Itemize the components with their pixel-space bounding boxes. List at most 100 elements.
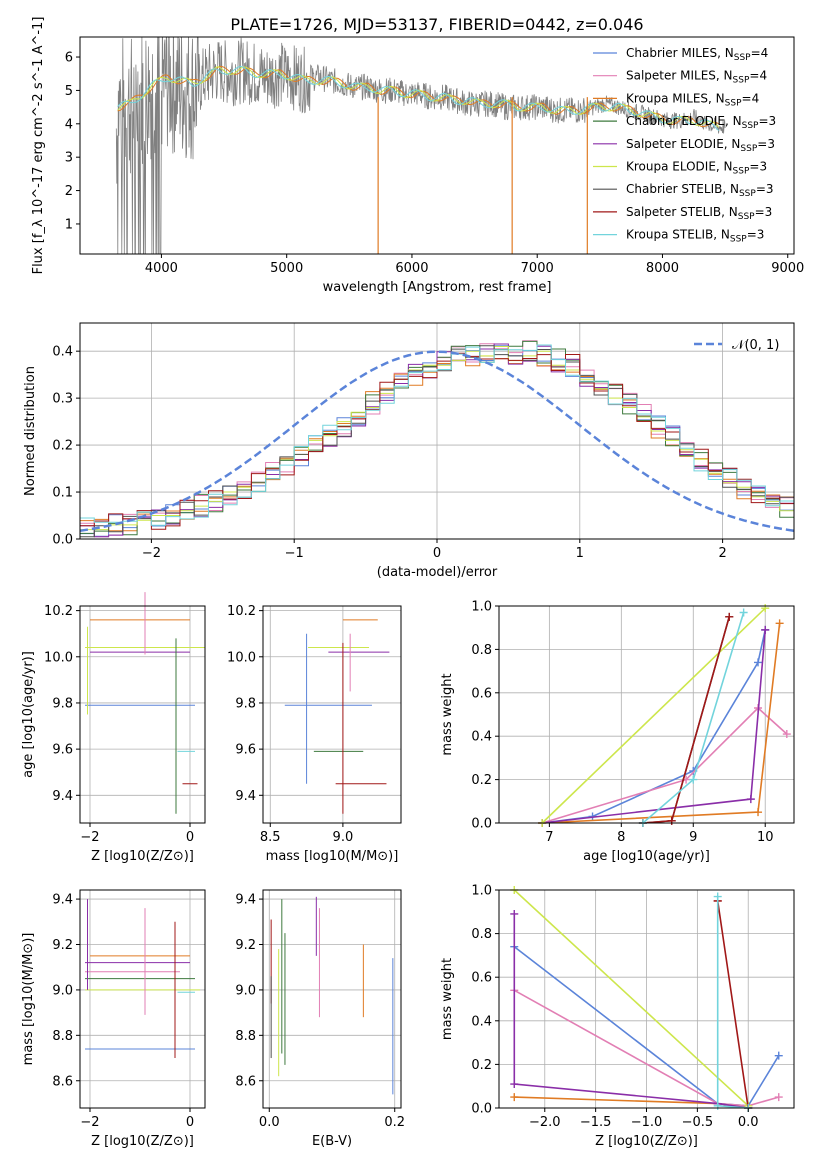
- massweight-marker: [739, 608, 748, 617]
- y-tick-label: 3: [65, 151, 73, 166]
- massweight-marker: [782, 730, 791, 739]
- x-tick-label: −2: [142, 546, 161, 561]
- x-tick-label: 9.0: [333, 830, 354, 845]
- massweight-series: [510, 886, 783, 1112]
- y-axis-label: mass [log10(M/M⊙)]: [21, 933, 36, 1066]
- massweight-line: [716, 900, 749, 1109]
- axes-frame: [262, 605, 402, 824]
- axes-age_vs_mass: [263, 606, 401, 823]
- y-tick-label: 0.2: [471, 1058, 492, 1073]
- x-tick-label: 4000: [145, 261, 178, 276]
- x-tick-label: 5000: [270, 261, 303, 276]
- model-spectrum-line: [117, 65, 720, 128]
- y-tick-label: 0.8: [471, 927, 492, 942]
- legend-count: =3: [755, 205, 773, 219]
- histogram-step: [79, 352, 794, 539]
- x-axis-label: Z [log10(Z/Z⊙)]: [91, 849, 194, 864]
- y-tick-label: 9.4: [52, 789, 73, 804]
- x-tick-label: 0: [186, 830, 194, 845]
- histogram-step: [79, 344, 794, 539]
- massweight-marker: [510, 1093, 519, 1102]
- y-axis-label: Flux [f_λ 10^-17 erg cm^-2 s^-1 A^-1]: [31, 17, 46, 275]
- legend-subscript: SSP: [734, 53, 751, 63]
- legend-count: =4: [742, 91, 760, 105]
- x-tick-label: −2.0: [529, 1115, 561, 1130]
- y-tick-label: 9.4: [52, 893, 73, 908]
- x-tick-label: 6000: [395, 261, 428, 276]
- frame-residuals: −2 −1 0 1 2 0.0 0.1 0.2 0.3 0.4 (data-model)/error…: [23, 322, 795, 580]
- y-tick-label: 0.2: [471, 773, 492, 788]
- legend-label: 𝒩(0, 1): [732, 338, 779, 353]
- massweight-series: [538, 604, 791, 827]
- legend-count: =3: [749, 160, 767, 174]
- legend-count: =3: [756, 182, 774, 196]
- massweight-marker: [754, 808, 763, 817]
- x-tick-label: −1.0: [631, 1115, 663, 1130]
- plot-area: [80, 890, 205, 1108]
- legend-label: Salpeter MILES, NSSP=4: [626, 69, 767, 86]
- legend-label: Chabrier MILES, NSSP=4: [626, 46, 768, 63]
- legend-label: Salpeter STELIB, NSSP=3: [626, 205, 772, 222]
- y-tick-label: 4: [65, 117, 73, 132]
- y-tick-label: 0.4: [471, 730, 492, 745]
- y-tick-label: 9.2: [52, 938, 73, 953]
- y-tick-label: 9.4: [235, 893, 256, 908]
- axes-mass_vs_ebv: [263, 890, 401, 1108]
- x-tick-label: 7: [545, 830, 553, 845]
- axes-frame: [79, 36, 795, 255]
- y-tick-label: 8.6: [235, 1074, 256, 1089]
- axes-frame: [498, 605, 795, 824]
- x-tick-label: 8000: [646, 261, 679, 276]
- y-tick-label: 0.0: [471, 817, 492, 832]
- axes-frame: [79, 889, 206, 1109]
- y-tick-label: 2: [65, 184, 73, 199]
- model-spectrum-line: [117, 65, 720, 131]
- x-tick-label: 1: [576, 546, 584, 561]
- legend-subscript: SSP: [733, 167, 750, 177]
- x-tick-label: −1: [285, 546, 304, 561]
- legend-subscript: SSP: [738, 212, 755, 222]
- massweight-line: [513, 914, 749, 1109]
- x-tick-label: 10: [757, 830, 774, 845]
- x-tick-label: −0.5: [682, 1115, 714, 1130]
- plot-area: [80, 606, 205, 823]
- x-tick-label: 0: [433, 546, 441, 561]
- frame-mass_vs_Z: −2 0 8.6 8.8 9.0 9.2 9.4 Z [log10(Z/Z⊙)] mass [l…: [21, 889, 206, 1149]
- massweight-marker: [725, 612, 734, 621]
- y-axis-label: mass weight: [440, 958, 455, 1040]
- x-tick-label: −2: [80, 830, 99, 845]
- errorbar-series: [270, 896, 394, 1095]
- y-tick-label: 9.8: [52, 696, 73, 711]
- frame-massweight_vs_Z: −2.0 −1.5 −1.0 −0.5 0.0 0.0 0.2 0.4 0.6 0.8 1.0 Z […: [440, 884, 795, 1149]
- legend-subscript: SSP: [730, 235, 747, 245]
- normal-curve: [79, 350, 795, 533]
- massweight-line: [541, 706, 788, 824]
- axes-age_vs_Z: [80, 606, 205, 823]
- x-tick-label: 2: [718, 546, 726, 561]
- x-tick-label: 8: [617, 830, 625, 845]
- massweight-marker: [774, 1093, 783, 1102]
- x-tick-label: 9: [689, 830, 697, 845]
- y-tick-label: 1.0: [471, 600, 492, 615]
- x-axis-label: (data-model)/error: [377, 565, 498, 580]
- y-tick-label: 9.4: [235, 789, 256, 804]
- legend-count: =3: [747, 228, 765, 242]
- x-axis-label: E(B-V): [312, 1134, 352, 1149]
- massweight-line: [541, 607, 766, 824]
- y-tick-label: 1.0: [471, 884, 492, 899]
- massweight-marker: [761, 625, 770, 634]
- y-tick-label: 0.4: [471, 1014, 492, 1029]
- plot-area: [263, 606, 401, 823]
- frame-age_vs_Z: −2 0 9.4 9.6 9.8 10.0 10.2 Z [log10(Z/Z⊙)] age […: [21, 604, 206, 864]
- massweight-marker: [774, 1051, 783, 1060]
- y-tick-label: 8.6: [52, 1074, 73, 1089]
- frame-age_vs_mass: 8.5 9.0 9.4 9.6 9.8 10.0 10.2 mass [log10(M/M⊙)…: [227, 604, 402, 864]
- errorbar-series: [85, 899, 200, 1059]
- massweight-marker: [689, 775, 698, 784]
- axes-massweight_vs_age: [499, 605, 794, 824]
- legend-label: Kroupa STELIB, NSSP=3: [626, 228, 764, 245]
- legend-subscript: SSP: [740, 144, 757, 154]
- legend-label: Chabrier ELODIE, NSSP=3: [626, 114, 776, 131]
- axes-mass_vs_Z: [80, 890, 205, 1108]
- x-tick-label: 0.0: [738, 1115, 759, 1130]
